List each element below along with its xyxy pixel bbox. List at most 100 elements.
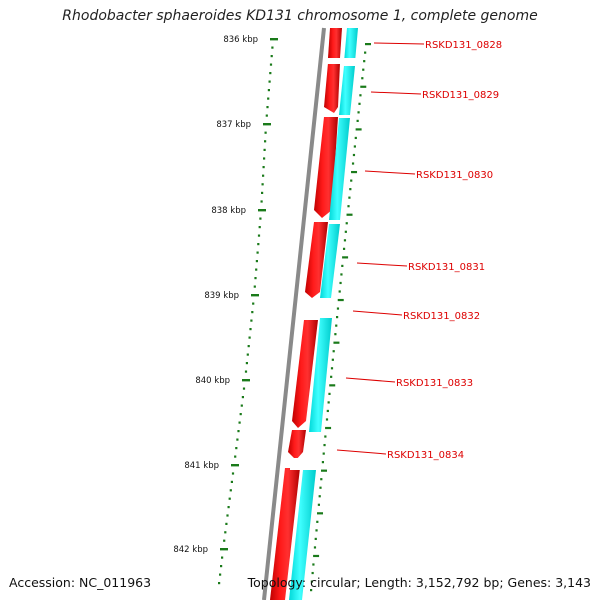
gene-leader-line	[336, 449, 387, 455]
ruler-minor-tick	[254, 277, 257, 280]
gene-label[interactable]: RSKD131_0833	[396, 378, 473, 389]
ruler-minor-tick	[235, 447, 238, 450]
outer-tick	[334, 333, 337, 336]
gene-label[interactable]: RSKD131_0828	[425, 40, 502, 51]
gene-leader-line	[373, 42, 425, 45]
topology-summary: Topology: circular; Length: 3,152,792 bp…	[247, 575, 591, 590]
gap	[290, 458, 322, 470]
cds-segment	[289, 470, 316, 600]
outer-tick	[323, 443, 326, 447]
ruler-minor-tick	[261, 191, 264, 194]
ruler-tick-label: 841 kbp	[184, 461, 219, 471]
ruler-major-tick	[270, 38, 278, 41]
ruler-minor-tick	[228, 497, 231, 500]
outer-tick	[319, 486, 322, 489]
ruler-major-ticks: 836 kbp 837 kbp 838 kbp 839 kbp 840 kbp 841 k…	[173, 35, 278, 555]
gene-leader-line	[352, 310, 403, 316]
cds-segment	[339, 66, 355, 115]
outer-tick	[318, 495, 321, 498]
gene-label[interactable]: RSKD131_0834	[387, 450, 464, 461]
outer-tick	[358, 102, 361, 105]
outer-tick	[317, 503, 321, 506]
ruler-minor-tick	[219, 573, 222, 576]
outer-tick	[329, 384, 336, 387]
outer-tick	[349, 188, 352, 191]
ruler-minor-tick	[247, 345, 250, 348]
outer-tick	[310, 589, 313, 592]
outer-tick	[360, 85, 367, 88]
ruler-minor-tick	[251, 311, 254, 314]
outer-tick	[321, 469, 328, 472]
outer-tick	[356, 119, 359, 122]
outer-tick	[330, 367, 334, 370]
ruler-minor-tick	[270, 55, 273, 58]
ruler-minor-ticks	[218, 46, 274, 585]
ruler-minor-tick	[255, 268, 258, 271]
ruler-minor-tick	[223, 539, 226, 542]
outer-tick	[326, 409, 329, 413]
gene-leader-line	[364, 170, 416, 175]
ruler-major-tick	[220, 548, 228, 551]
ruler-minor-tick	[265, 114, 268, 117]
ruler-major-tick	[258, 209, 266, 212]
ruler-tick-label: 836 kbp	[223, 35, 258, 45]
ruler-minor-tick	[242, 387, 246, 390]
ruler-minor-tick	[267, 97, 270, 100]
ruler-minor-tick	[263, 157, 266, 160]
gap	[325, 58, 360, 64]
outer-tick	[322, 452, 325, 455]
ruler-minor-tick	[230, 480, 233, 483]
outer-tick	[362, 68, 365, 71]
ruler-minor-tick	[256, 251, 259, 254]
ruler-minor-tick	[240, 404, 243, 407]
accession-text: Accession: NC_011963	[9, 575, 152, 590]
outer-tick	[341, 264, 344, 268]
ruler-minor-tick	[221, 556, 224, 559]
gene-leader-line	[370, 91, 422, 95]
gene-label[interactable]: RSKD131_0832	[403, 311, 480, 322]
ruler-minor-tick	[220, 565, 223, 568]
gene-arrow	[292, 320, 318, 428]
ruler-minor-tick	[261, 183, 264, 186]
outer-tick	[344, 230, 347, 233]
ruler-tick-label: 842 kbp	[173, 545, 208, 555]
ruler-major-tick	[263, 123, 271, 126]
outer-tick	[340, 273, 343, 276]
gene-label[interactable]: RSKD131_0829	[422, 90, 499, 101]
ruler-minor-tick	[268, 80, 271, 83]
ruler-minor-tick	[237, 430, 240, 433]
outer-tick	[355, 128, 362, 131]
ruler-major-tick	[251, 294, 259, 297]
gene-label[interactable]: RSKD131_0831	[408, 262, 485, 273]
outer-tick	[312, 563, 315, 566]
ruler-minor-tick	[239, 413, 242, 416]
chromosome-backbone	[262, 27, 326, 600]
outer-tick	[346, 213, 353, 216]
outer-tick	[315, 529, 318, 532]
outer-tick	[365, 43, 371, 46]
outer-tick	[343, 239, 347, 242]
outer-tick	[339, 281, 342, 285]
ruler-minor-tick	[271, 46, 274, 49]
outer-tick	[324, 435, 327, 438]
outer-tick	[313, 546, 317, 549]
ruler-minor-tick	[245, 362, 248, 365]
outer-tick	[353, 145, 356, 148]
gene-label[interactable]: RSKD131_0830	[416, 170, 493, 181]
ruler-minor-tick	[267, 89, 270, 92]
gene-arrow	[324, 63, 340, 113]
outer-tick	[316, 520, 319, 523]
outer-tick	[333, 341, 340, 344]
cds-segment	[320, 224, 340, 298]
gene-segment	[270, 468, 300, 600]
ruler-minor-tick	[218, 582, 221, 585]
ruler-minor-tick	[262, 166, 265, 169]
outer-tick	[311, 571, 314, 575]
outer-tick	[325, 418, 329, 421]
outer-tick	[342, 247, 346, 250]
cds-segment	[309, 318, 332, 432]
outer-tick	[336, 307, 340, 310]
ruler-minor-tick	[244, 370, 248, 373]
gene-leader-line	[345, 377, 396, 383]
